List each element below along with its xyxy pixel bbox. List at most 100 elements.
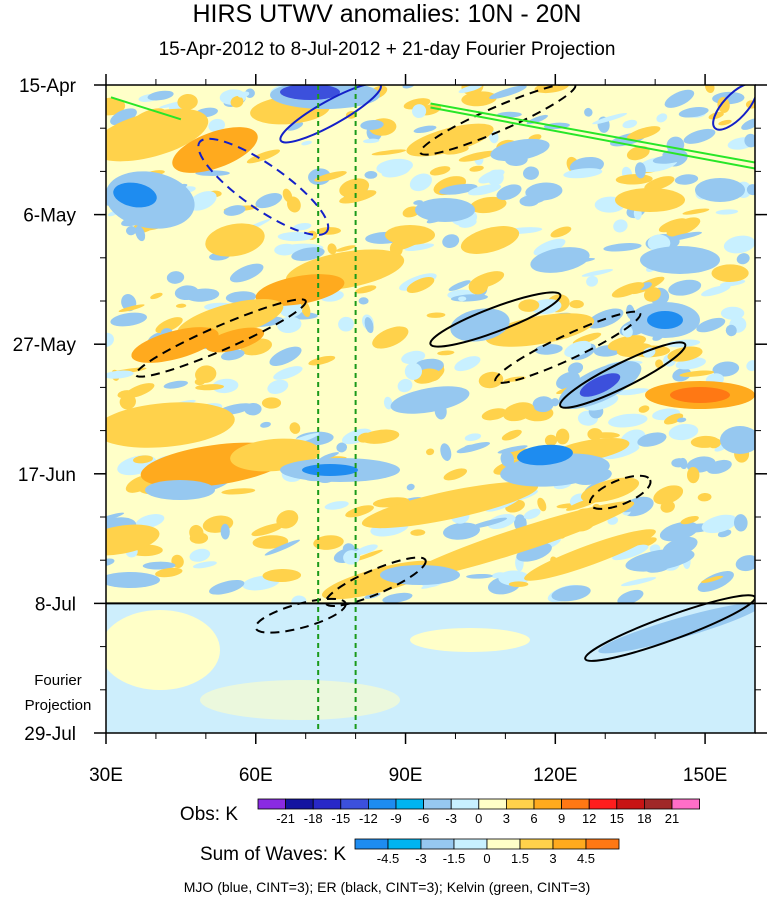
field-speckle (358, 297, 369, 305)
waves-legend-label: 4.5 (577, 851, 595, 866)
obs-legend-label: -18 (304, 811, 323, 826)
obs-legend-title: Obs: K (180, 804, 238, 825)
field-speckle (550, 226, 572, 238)
field-speckle (603, 445, 640, 460)
field-speckle (291, 595, 307, 604)
field-speckle (442, 234, 460, 248)
field-speckle (174, 285, 199, 301)
field-speckle (273, 366, 303, 380)
field-speckle (406, 277, 435, 293)
field-speckle (371, 149, 406, 156)
field-speckle (150, 292, 163, 300)
waves-legend-label: 1.5 (511, 851, 529, 866)
field-speckle (581, 269, 614, 277)
field-speckle (220, 349, 245, 361)
field-speckle (291, 247, 325, 261)
field-speckle (124, 383, 155, 399)
field-speckle (679, 457, 688, 470)
field-speckle (195, 384, 224, 391)
obs-legend-swatch (644, 798, 673, 810)
field-speckle (744, 133, 755, 148)
footnote: MJO (blue, CINT=3); ER (black, CINT=3); … (184, 879, 591, 895)
field-speckle (643, 287, 661, 302)
field-speckle (212, 378, 239, 394)
field-speckle (448, 280, 471, 291)
obs-legend-swatch (533, 798, 563, 810)
field-speckle (481, 408, 507, 421)
field-speckle (409, 173, 432, 192)
obs-legend-swatch (423, 798, 452, 810)
field-speckle (274, 243, 297, 256)
field-speckle (262, 568, 302, 583)
projection-region (106, 610, 220, 690)
waves-legend-label: 0 (483, 851, 490, 866)
field-speckle (678, 107, 709, 118)
field-speckle (195, 365, 217, 383)
field-speckle (489, 85, 527, 100)
field-speckle (725, 324, 737, 337)
field-speckle (518, 299, 540, 312)
field-speckle (676, 417, 687, 423)
field-speckle (746, 360, 755, 372)
waves-legend-label: -1.5 (443, 851, 465, 866)
field-speckle (458, 150, 498, 162)
field-region (390, 386, 470, 414)
field-speckle (537, 497, 547, 512)
field-speckle (544, 434, 558, 447)
field-speckle (106, 97, 126, 116)
waves-legend-label: -3 (415, 851, 427, 866)
field-speckle (269, 346, 302, 366)
waves-legend-title: Sum of Waves: K (200, 844, 346, 865)
field-speckle (668, 279, 702, 296)
field-speckle (251, 523, 284, 537)
mjo-negative-contour (197, 137, 330, 236)
field-speckle (683, 128, 716, 144)
field-speckle (267, 379, 289, 395)
field-speckle (735, 555, 755, 572)
obs-legend-swatch (671, 798, 701, 810)
field-speckle (440, 443, 452, 461)
field-speckle (276, 510, 299, 529)
field-speckle (406, 483, 415, 491)
y-tick-label: 29-Jul (24, 724, 76, 745)
field-speckle (617, 589, 644, 604)
field-speckle (126, 225, 137, 236)
field-speckle (458, 296, 467, 302)
kelvin-positive-contour (430, 102, 755, 164)
field-speckle (569, 299, 584, 309)
field-speckle (142, 561, 176, 570)
field-speckle (686, 467, 700, 484)
field-speckle (458, 85, 483, 94)
y-tick-label: 15-Apr (19, 76, 77, 97)
field-speckle (534, 344, 563, 355)
field-speckle (584, 107, 593, 117)
er-negative-contour (494, 310, 642, 384)
field-speckle (644, 176, 675, 191)
field-speckle (237, 91, 250, 98)
field-speckle (412, 104, 427, 119)
field-region (670, 387, 730, 403)
field-region (361, 481, 539, 529)
field-speckle (293, 222, 312, 231)
field-speckle (723, 235, 755, 254)
field-speckle (147, 90, 174, 101)
field-speckle (663, 413, 684, 425)
waves-legend-swatch (453, 838, 488, 850)
field-speckle (372, 326, 409, 349)
field-region (490, 138, 550, 162)
field-speckle (341, 428, 372, 445)
field-speckle (413, 125, 437, 134)
waves-legend-swatch (486, 838, 521, 850)
field-speckle (230, 96, 244, 108)
field-speckle (617, 388, 649, 396)
field-speckle (189, 524, 204, 541)
field-speckle (364, 317, 374, 334)
obs-legend-swatch (285, 798, 314, 810)
field-speckle (327, 243, 337, 255)
field-speckle (383, 396, 393, 410)
field-speckle (163, 380, 188, 389)
y-tick-label: 6-May (23, 206, 76, 227)
field-region (380, 565, 460, 585)
field-speckle (376, 158, 413, 175)
